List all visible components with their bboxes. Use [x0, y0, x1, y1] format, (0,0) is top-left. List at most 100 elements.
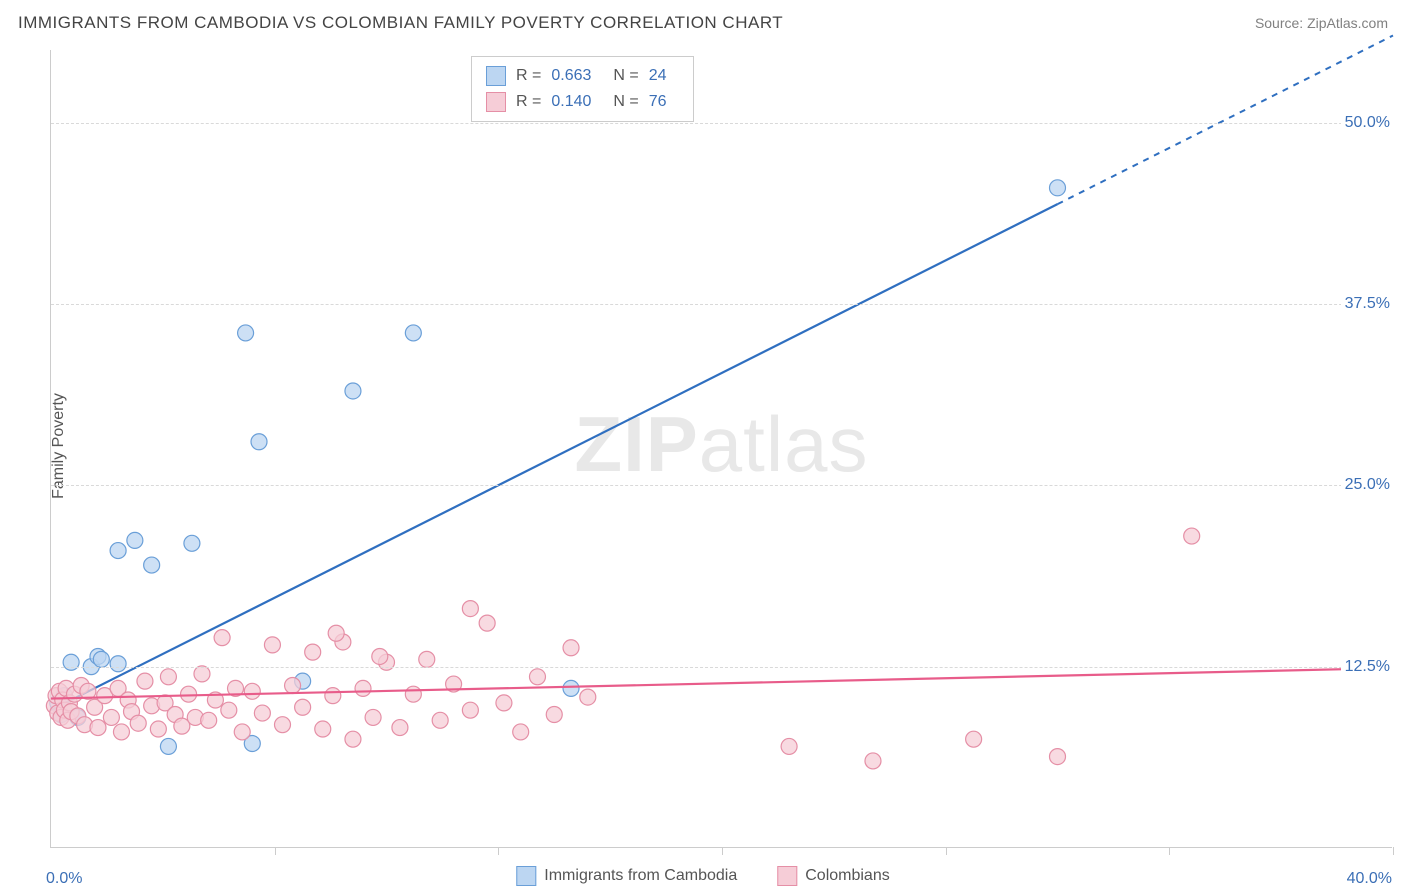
- series-legend: Immigrants from Cambodia Colombians: [516, 866, 889, 886]
- legend-item-colombians: Colombians: [777, 866, 889, 886]
- colombians-point: [244, 683, 260, 699]
- colombians-point: [103, 709, 119, 725]
- cambodia-point: [345, 383, 361, 399]
- colombians-point: [563, 640, 579, 656]
- cambodia-point: [251, 434, 267, 450]
- plot-area: ZIPatlas R = 0.663N = 24R = 0.140N = 76 …: [50, 50, 1392, 848]
- colombians-point: [966, 731, 982, 747]
- cambodia-point: [110, 543, 126, 559]
- colombians-point: [113, 724, 129, 740]
- r-label: R =: [516, 63, 541, 89]
- r-label: R =: [516, 89, 541, 115]
- n-value: 76: [649, 89, 667, 115]
- stats-legend-row-colombians: R = 0.140 N = 76: [486, 89, 679, 115]
- colombians-point: [865, 753, 881, 769]
- colombians-point: [315, 721, 331, 737]
- cambodia-swatch: [516, 866, 536, 886]
- gridline: [51, 123, 1392, 124]
- x-tick: [946, 847, 947, 855]
- colombians-point: [462, 601, 478, 617]
- cambodia-point: [63, 654, 79, 670]
- colombians-point: [90, 720, 106, 736]
- cambodia-point: [93, 651, 109, 667]
- cambodia-trendline: [51, 204, 1058, 710]
- x-tick: [498, 847, 499, 855]
- colombians-point: [194, 666, 210, 682]
- colombians-point: [274, 717, 290, 733]
- n-label: N =: [613, 89, 638, 115]
- colombians-point: [372, 648, 388, 664]
- colombians-point: [295, 699, 311, 715]
- cambodia-point: [110, 656, 126, 672]
- colombians-point: [529, 669, 545, 685]
- colombians-point: [392, 720, 408, 736]
- x-tick: [722, 847, 723, 855]
- colombians-point: [254, 705, 270, 721]
- colombians-point: [328, 625, 344, 641]
- colombians-point: [201, 712, 217, 728]
- colombians-point: [160, 669, 176, 685]
- cambodia-point: [184, 535, 200, 551]
- source-label: Source: ZipAtlas.com: [1255, 15, 1388, 31]
- colombians-point: [345, 731, 361, 747]
- stats-legend-row-cambodia: R = 0.663N = 24: [486, 63, 679, 89]
- colombians-point: [419, 651, 435, 667]
- cambodia-swatch: [486, 66, 506, 86]
- header: IMMIGRANTS FROM CAMBODIA VS COLOMBIAN FA…: [0, 0, 1406, 46]
- x-axis-min-label: 0.0%: [46, 870, 82, 888]
- x-tick: [1169, 847, 1170, 855]
- cambodia-point: [238, 325, 254, 341]
- cambodia-point: [144, 557, 160, 573]
- gridline: [51, 304, 1392, 305]
- cambodia-point: [160, 738, 176, 754]
- colombians-point: [1050, 749, 1066, 765]
- x-tick: [1393, 847, 1394, 855]
- colombians-swatch: [486, 92, 506, 112]
- legend-label: Colombians: [805, 867, 889, 885]
- colombians-point: [580, 689, 596, 705]
- stats-legend-box: R = 0.663N = 24R = 0.140 N = 76: [471, 56, 694, 122]
- colombians-point: [285, 677, 301, 693]
- legend-label: Immigrants from Cambodia: [544, 867, 737, 885]
- colombians-point: [365, 709, 381, 725]
- colombians-point: [405, 686, 421, 702]
- r-value: 0.140: [551, 89, 591, 115]
- colombians-point: [479, 615, 495, 631]
- colombians-point: [305, 644, 321, 660]
- colombians-point: [150, 721, 166, 737]
- n-value: 24: [649, 63, 667, 89]
- cambodia-point: [1050, 180, 1066, 196]
- colombians-point: [137, 673, 153, 689]
- x-axis-max-label: 40.0%: [1347, 870, 1392, 888]
- y-tick-label: 50.0%: [1341, 114, 1394, 132]
- colombians-point: [496, 695, 512, 711]
- colombians-point: [221, 702, 237, 718]
- colombians-point: [264, 637, 280, 653]
- colombians-point: [130, 715, 146, 731]
- colombians-swatch: [777, 866, 797, 886]
- colombians-point: [462, 702, 478, 718]
- colombians-point: [546, 707, 562, 723]
- colombians-point: [781, 738, 797, 754]
- colombians-point: [1184, 528, 1200, 544]
- y-tick-label: 25.0%: [1341, 476, 1394, 494]
- chart-svg: [51, 50, 1392, 847]
- cambodia-point: [563, 680, 579, 696]
- colombians-point: [513, 724, 529, 740]
- colombians-point: [181, 686, 197, 702]
- cambodia-point: [127, 532, 143, 548]
- y-tick-label: 37.5%: [1341, 295, 1394, 313]
- gridline: [51, 667, 1392, 668]
- colombians-point: [234, 724, 250, 740]
- cambodia-point: [405, 325, 421, 341]
- gridline: [51, 485, 1392, 486]
- legend-item-cambodia: Immigrants from Cambodia: [516, 866, 737, 886]
- colombians-point: [432, 712, 448, 728]
- x-tick: [275, 847, 276, 855]
- colombians-point: [355, 680, 371, 696]
- y-tick-label: 12.5%: [1341, 658, 1394, 676]
- colombians-point: [325, 688, 341, 704]
- r-value: 0.663: [551, 63, 591, 89]
- colombians-point: [214, 630, 230, 646]
- chart-title: IMMIGRANTS FROM CAMBODIA VS COLOMBIAN FA…: [18, 13, 783, 33]
